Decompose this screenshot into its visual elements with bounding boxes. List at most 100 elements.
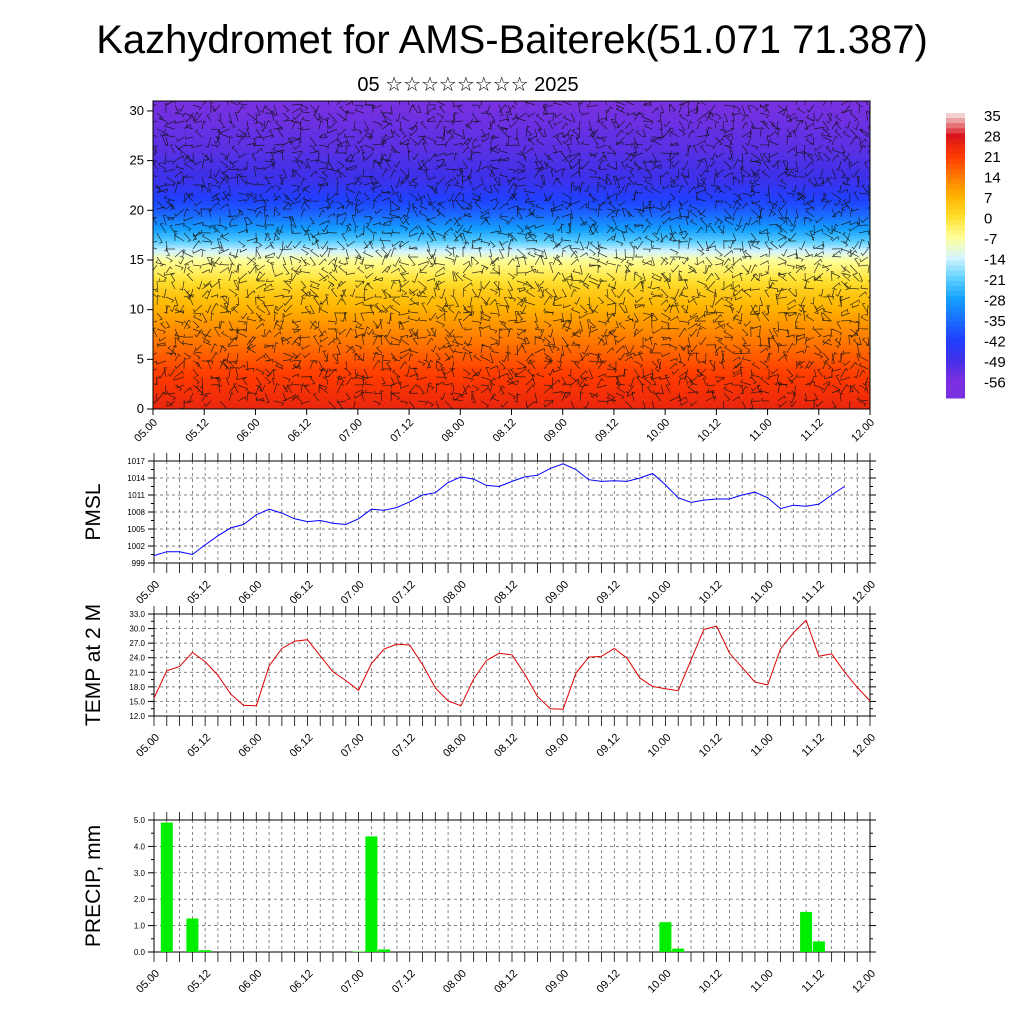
precip-bar xyxy=(352,951,365,952)
wind-barb xyxy=(547,368,554,376)
wind-barb xyxy=(498,328,510,333)
wind-barb xyxy=(247,264,257,275)
wind-barb xyxy=(714,336,723,342)
wind-barb xyxy=(237,136,245,146)
wind-barb xyxy=(155,184,167,189)
wind-barb xyxy=(537,328,545,339)
wind-barb xyxy=(493,177,500,186)
wind-barb xyxy=(158,278,167,282)
wind-barb xyxy=(338,265,347,274)
wind-barb xyxy=(176,384,185,389)
temperature-band xyxy=(153,140,870,144)
wind-barb xyxy=(399,264,407,274)
wind-barb xyxy=(408,104,415,114)
wind-barb xyxy=(858,272,864,282)
wind-barb xyxy=(645,218,653,226)
wind-barb xyxy=(299,334,311,339)
wind-barb xyxy=(153,360,158,364)
wind-barb xyxy=(606,260,617,266)
wind-barb xyxy=(624,101,635,106)
wind-barb xyxy=(750,184,756,194)
wind-barb xyxy=(156,360,167,365)
colorbar-swatch xyxy=(946,224,965,231)
wind-barb xyxy=(712,319,725,323)
x-tick-label: 06.12 xyxy=(286,417,314,445)
temperature-band xyxy=(153,175,870,179)
wind-barb xyxy=(721,361,725,370)
wind-barb xyxy=(480,311,485,322)
wind-barb xyxy=(282,168,288,179)
wind-barb xyxy=(750,104,759,112)
wind-barb xyxy=(498,248,504,259)
wind-barb xyxy=(858,400,867,407)
wind-barb xyxy=(292,230,302,234)
wind-barb xyxy=(705,395,717,402)
temperature-band xyxy=(153,170,870,174)
wind-barb xyxy=(228,215,237,219)
wind-barb xyxy=(604,101,608,106)
wind-barb xyxy=(338,280,347,287)
wind-barb xyxy=(834,121,842,130)
wind-barb xyxy=(246,392,257,397)
wind-barb xyxy=(338,376,347,380)
wind-barb xyxy=(187,194,194,202)
temperature-band xyxy=(153,148,870,152)
wind-barb xyxy=(201,269,210,274)
colorbar-label: -49 xyxy=(984,354,1006,371)
wind-barb xyxy=(786,135,791,146)
wind-barb xyxy=(294,152,302,161)
wind-barb xyxy=(237,240,246,248)
wind-barb xyxy=(408,176,419,185)
wind-barb xyxy=(806,360,815,369)
wind-barb xyxy=(391,240,401,247)
wind-barb xyxy=(633,328,644,336)
wind-barb xyxy=(849,112,858,122)
wind-barb xyxy=(822,383,831,394)
wind-barb xyxy=(357,354,365,362)
y-tick-label: 15.0 xyxy=(129,697,145,706)
wind-barb xyxy=(475,288,482,299)
wind-barb xyxy=(732,384,743,389)
wind-barb xyxy=(363,282,370,290)
wind-barb xyxy=(422,142,428,154)
colorbar-swatch xyxy=(946,357,965,363)
wind-barb xyxy=(174,170,184,178)
wind-barb xyxy=(221,168,230,175)
wind-barb xyxy=(461,205,472,210)
wind-barb xyxy=(552,150,562,155)
wind-barb xyxy=(354,392,365,399)
wind-barb xyxy=(258,315,266,322)
wind-barb xyxy=(831,384,841,392)
x-tick-label: 08.12 xyxy=(492,968,520,996)
colorbar-label: 7 xyxy=(984,190,992,207)
x-tick-label: 10.00 xyxy=(646,579,674,607)
precip-bar xyxy=(186,918,199,952)
wind-barb xyxy=(633,144,637,153)
wind-barb xyxy=(336,144,342,154)
wind-barb xyxy=(372,160,381,167)
wind-barb xyxy=(814,252,824,258)
wind-barb xyxy=(192,248,203,254)
wind-barb xyxy=(254,112,258,125)
wind-barb xyxy=(604,288,609,297)
wind-barb xyxy=(200,229,212,234)
wind-barb xyxy=(309,280,320,288)
wind-barb xyxy=(405,168,410,177)
wind-barb xyxy=(864,304,869,316)
wind-barb xyxy=(444,302,455,306)
temperature-band xyxy=(153,364,870,368)
wind-barb xyxy=(300,248,309,256)
colorbar-swatch xyxy=(946,235,965,241)
wind-barb xyxy=(743,289,752,298)
wind-barb xyxy=(639,281,644,292)
wind-barb xyxy=(697,322,707,330)
wind-barb xyxy=(428,101,437,106)
wind-barb xyxy=(527,137,536,146)
wind-barb xyxy=(201,249,206,258)
wind-barb xyxy=(462,368,471,376)
wind-barb xyxy=(174,155,185,162)
wind-barb xyxy=(853,191,860,202)
wind-barb xyxy=(355,232,365,239)
wind-barb xyxy=(304,201,311,210)
wind-barb xyxy=(827,294,833,306)
